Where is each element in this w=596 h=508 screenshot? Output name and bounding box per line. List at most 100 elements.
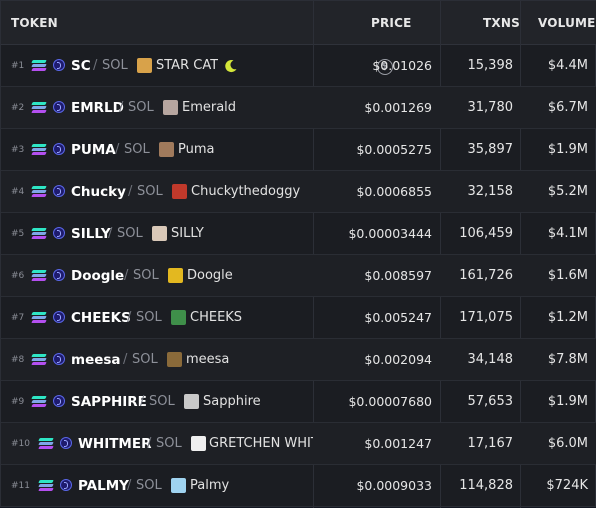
token-avatar <box>163 100 178 115</box>
token-symbol[interactable]: SILLY <box>71 226 111 242</box>
solana-icon <box>31 354 47 365</box>
token-avatar <box>184 394 199 409</box>
quote-token: SOL <box>117 226 143 241</box>
pair-separator: / <box>128 184 133 199</box>
pair-separator: / <box>127 478 132 493</box>
volume-value: $6.0M <box>547 436 588 451</box>
token-symbol[interactable]: PUMA <box>71 142 116 158</box>
raydium-icon <box>60 479 72 491</box>
token-name: GRETCHEN WHITMER <box>209 436 313 451</box>
column-header-txns[interactable]: TXNS <box>483 16 520 30</box>
rank-number: #10 <box>11 439 30 449</box>
volume-value: $1.9M <box>547 142 588 157</box>
rank-number: #1 <box>11 61 25 71</box>
raydium-icon <box>53 143 65 155</box>
solana-icon <box>31 60 47 71</box>
raydium-icon <box>53 353 65 365</box>
token-name: SILLY <box>171 226 204 241</box>
column-header-token[interactable]: TOKEN <box>11 16 58 30</box>
token-avatar <box>137 58 152 73</box>
token-price: $0.01026 <box>372 58 432 73</box>
table-header: TOKEN PRICE $ TXNS VOLUME <box>1 1 596 75</box>
transaction-count: 31,780 <box>467 100 514 115</box>
pair-separator: / <box>140 394 145 409</box>
quote-token: SOL <box>136 478 162 493</box>
raydium-icon <box>53 227 65 239</box>
token-price: $0.00003444 <box>348 226 432 241</box>
volume-value: $1.9M <box>547 394 588 409</box>
token-avatar <box>172 184 187 199</box>
token-symbol[interactable]: meesa <box>71 352 121 368</box>
table-row[interactable]: #1 SC / SOL STAR CAT $0.01026 15,398 $4.4M <box>1 45 596 87</box>
table-row[interactable]: #4 Chucky / SOL Chuckythedoggy $0.0006855 32,1… <box>1 171 596 213</box>
volume-value: $5.2M <box>547 184 588 199</box>
transaction-count: 161,726 <box>459 268 513 283</box>
table-row[interactable]: #3 PUMA / SOL Puma $0.0005275 35,897 $1.9M <box>1 129 596 171</box>
rank-number: #8 <box>11 355 25 365</box>
raydium-icon <box>53 59 65 71</box>
column-header-volume[interactable]: VOLUME <box>538 16 596 30</box>
table-row[interactable]: #6 Doogle / SOL Doogle $0.008597 161,726 $1.6M <box>1 255 596 297</box>
token-avatar <box>191 436 206 451</box>
rank-number: #4 <box>11 187 25 197</box>
solana-icon <box>31 312 47 323</box>
solana-icon <box>31 228 47 239</box>
table-row[interactable]: #9 SAPPHIRE / SOL Sapphire $0.00007680 57,653 $… <box>1 381 596 423</box>
token-symbol[interactable]: PALMY <box>78 478 129 494</box>
transaction-count: 57,653 <box>467 394 514 409</box>
token-name: meesa <box>186 352 230 367</box>
solana-icon <box>38 480 54 491</box>
table-row[interactable]: #8 meesa / SOL meesa $0.002094 34,148 $7.8M <box>1 339 596 381</box>
token-price: $0.001269 <box>364 100 432 115</box>
column-header-price-label: PRICE <box>371 16 412 30</box>
token-symbol[interactable]: SAPPHIRE <box>71 394 147 410</box>
dollar-circle-icon[interactable]: $ <box>377 58 393 75</box>
quote-token: SOL <box>102 58 128 73</box>
solana-icon <box>31 396 47 407</box>
quote-token: SOL <box>133 268 159 283</box>
quote-token: SOL <box>156 436 182 451</box>
table-row[interactable]: #2 EMRLD / SOL Emerald $0.001269 31,780 $6.7M <box>1 87 596 129</box>
raydium-icon <box>53 101 65 113</box>
solana-icon <box>38 438 54 449</box>
table-row[interactable]: #7 CHEEKS / SOL CHEEKS $0.005247 171,075 $1.2M <box>1 297 596 339</box>
pair-separator: / <box>124 268 129 283</box>
rank-number: #6 <box>11 271 25 281</box>
token-name: STAR CAT <box>156 58 219 73</box>
volume-value: $724K <box>546 478 588 493</box>
token-symbol[interactable]: SC <box>71 58 91 74</box>
token-price: $0.002094 <box>364 352 432 367</box>
table-row[interactable]: #11 PALMY / SOL Palmy $0.0009033 114,828 $724K <box>1 465 596 507</box>
solana-icon <box>31 186 47 197</box>
quote-token: SOL <box>137 184 163 199</box>
raydium-icon <box>53 395 65 407</box>
token-name: Emerald <box>182 100 237 115</box>
token-symbol[interactable]: CHEEKS <box>71 310 131 326</box>
token-name: Puma <box>178 142 215 157</box>
table-row[interactable]: #5 SILLY / SOL SILLY $0.00003444 106,459 $4.1M <box>1 213 596 255</box>
pair-separator: / <box>115 142 120 157</box>
raydium-icon <box>53 185 65 197</box>
quote-token: SOL <box>132 352 158 367</box>
token-name: Chuckythedoggy <box>191 184 301 199</box>
column-header-price[interactable]: PRICE $ <box>371 1 433 75</box>
token-symbol[interactable]: WHITMER <box>78 436 152 452</box>
token-name: Doogle <box>187 268 233 283</box>
raydium-icon <box>60 437 72 449</box>
transaction-count: 15,398 <box>467 58 514 73</box>
table-row[interactable]: #10 WHITMER/ SOL GRETCHEN WHITMER $0.001247 1… <box>1 423 596 465</box>
rank-number: #9 <box>11 397 25 407</box>
token-symbol[interactable]: EMRLD <box>71 100 124 116</box>
token-symbol[interactable]: Doogle <box>71 268 125 284</box>
token-avatar <box>171 478 186 493</box>
quote-token: SOL <box>149 394 175 409</box>
token-name: CHEEKS <box>190 310 243 325</box>
pair-separator: / <box>119 100 124 115</box>
token-price: $0.0005275 <box>356 142 432 157</box>
token-avatar <box>152 226 167 241</box>
transaction-count: 106,459 <box>459 226 513 241</box>
token-symbol[interactable]: Chucky <box>71 184 126 200</box>
rank-number: #7 <box>11 313 25 323</box>
moon-badge-icon <box>223 58 239 74</box>
pair-separator: / <box>147 436 152 451</box>
